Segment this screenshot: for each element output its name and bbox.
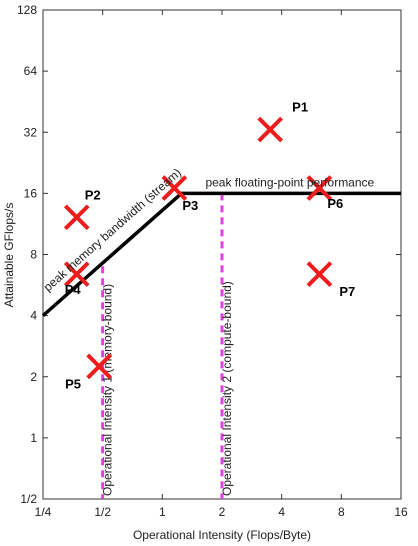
data-point: P2	[63, 187, 101, 231]
x-tick-label: 16	[394, 505, 408, 519]
marker-stroke	[306, 175, 333, 201]
y-tick-label: 1	[30, 431, 37, 445]
data-point: P5	[65, 353, 112, 391]
intensity-line-label: Operational Intensity 2 (compute-bound)	[220, 281, 234, 496]
data-point: P1	[257, 100, 308, 143]
x-tick-label: 8	[338, 505, 345, 519]
point-label: P1	[292, 100, 308, 115]
marker-stroke	[306, 261, 333, 288]
point-label: P7	[339, 284, 355, 299]
x-axis-ticks: 1/4 1/2 1 2 4 8 16	[35, 10, 408, 519]
x-tick-label: 1/2	[94, 505, 111, 519]
intensity-lines: Operational Intensity 1 (memory-bound) Op…	[101, 193, 234, 499]
y-tick-label: 32	[24, 125, 38, 139]
y-tick-label: 8	[30, 248, 37, 262]
data-point: P4	[63, 261, 90, 297]
marker-stroke	[86, 353, 112, 380]
x-tick-label: 4	[278, 505, 285, 519]
y-tick-label: 1/2	[20, 492, 37, 506]
intensity-line-label: Operational Intensity 1 (memory-bound)	[101, 284, 115, 496]
point-label: P2	[85, 187, 101, 202]
data-point: P7	[306, 261, 355, 299]
data-points: P1 P2 P3 P4 P5 P6 P7	[63, 100, 355, 391]
marker-stroke	[63, 204, 90, 231]
data-point: P6	[306, 175, 343, 211]
y-axis-label: Attainable GFlops/s	[2, 203, 16, 308]
y-tick-label: 4	[30, 309, 37, 323]
point-label: P5	[65, 376, 81, 391]
point-label: P6	[327, 196, 343, 211]
marker-stroke	[63, 261, 90, 288]
y-tick-label: 2	[30, 370, 37, 384]
marker-stroke	[161, 175, 188, 201]
x-tick-label: 1	[159, 505, 166, 519]
y-tick-label: 128	[17, 3, 37, 17]
point-label: P4	[65, 282, 82, 297]
x-axis-label: Operational Intensity (Flops/Byte)	[133, 528, 311, 542]
peak-flops-annotation: peak floating-point performance	[205, 175, 374, 189]
marker-stroke	[257, 116, 284, 143]
x-tick-label: 2	[219, 505, 226, 519]
x-tick-label: 1/4	[35, 505, 52, 519]
data-point: P3	[161, 175, 198, 213]
y-tick-label: 64	[24, 64, 38, 78]
y-tick-label: 16	[24, 186, 38, 200]
point-label: P3	[182, 198, 198, 213]
